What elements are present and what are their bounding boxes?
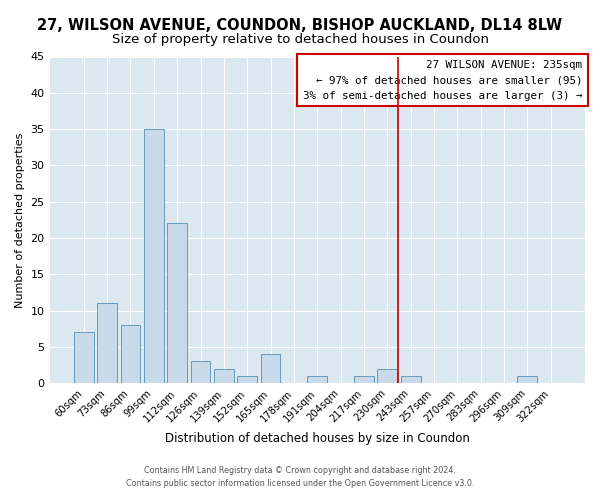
- Bar: [260, 354, 280, 383]
- Bar: [144, 129, 164, 383]
- Bar: [167, 224, 187, 383]
- Text: Size of property relative to detached houses in Coundon: Size of property relative to detached ho…: [112, 32, 488, 46]
- Bar: [307, 376, 327, 383]
- Bar: [517, 376, 538, 383]
- Bar: [238, 376, 257, 383]
- Bar: [354, 376, 374, 383]
- Bar: [97, 304, 117, 383]
- Y-axis label: Number of detached properties: Number of detached properties: [15, 132, 25, 308]
- Text: 27 WILSON AVENUE: 235sqm
← 97% of detached houses are smaller (95)
3% of semi-de: 27 WILSON AVENUE: 235sqm ← 97% of detach…: [303, 60, 583, 101]
- Text: 27, WILSON AVENUE, COUNDON, BISHOP AUCKLAND, DL14 8LW: 27, WILSON AVENUE, COUNDON, BISHOP AUCKL…: [37, 18, 563, 32]
- Bar: [377, 368, 397, 383]
- Text: Contains HM Land Registry data © Crown copyright and database right 2024.
Contai: Contains HM Land Registry data © Crown c…: [126, 466, 474, 487]
- Bar: [121, 325, 140, 383]
- Bar: [214, 368, 234, 383]
- Bar: [74, 332, 94, 383]
- Bar: [191, 362, 211, 383]
- Bar: [401, 376, 421, 383]
- X-axis label: Distribution of detached houses by size in Coundon: Distribution of detached houses by size …: [165, 432, 470, 445]
